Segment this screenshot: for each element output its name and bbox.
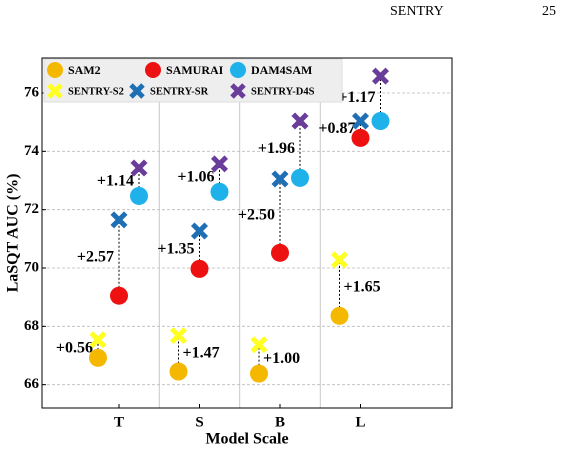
data-marker: [110, 211, 128, 229]
data-marker: [169, 362, 188, 381]
x-tick-label: S: [195, 414, 203, 430]
y-tick-label: 68: [24, 318, 39, 334]
data-marker: [371, 112, 390, 130]
data-marker: [351, 128, 370, 147]
gain-label: +1.14: [97, 173, 134, 190]
x-tick-label: B: [275, 414, 285, 430]
y-tick-label: 72: [24, 201, 39, 217]
data-marker: [351, 112, 370, 130]
legend-box: [43, 58, 343, 103]
data-marker: [330, 306, 349, 325]
data-marker: [89, 348, 107, 367]
y-tick-label: 70: [24, 259, 39, 275]
data-marker: [110, 286, 128, 305]
data-marker: [89, 331, 107, 349]
data-marker: [291, 168, 309, 187]
gain-label: +1.96: [258, 140, 295, 157]
data-marker: [130, 159, 148, 177]
gain-label: +1.00: [263, 350, 300, 367]
legend-label: SAMURAI: [166, 63, 224, 77]
gain-label: +2.50: [238, 207, 275, 224]
y-axis-label: LaSQT AUC (%): [5, 174, 22, 293]
data-marker: [330, 251, 349, 269]
legend-label: SENTRY-D4S: [251, 86, 315, 97]
gain-label: +2.57: [77, 248, 114, 265]
gain-label: +1.35: [157, 241, 194, 258]
gain-label: +1.17: [338, 89, 375, 106]
gain-label: +1.06: [177, 169, 214, 186]
legend-marker: [129, 83, 145, 99]
data-marker: [190, 259, 209, 278]
data-marker: [250, 336, 268, 354]
data-marker: [271, 170, 289, 188]
y-tick-label: 66: [24, 376, 40, 392]
legend-label: SENTRY-SR: [150, 86, 209, 97]
data-marker: [210, 182, 229, 201]
x-tick-label: L: [355, 414, 365, 430]
legend-marker: [230, 62, 246, 78]
legend-label: SAM2: [68, 63, 101, 77]
legend-marker: [145, 62, 161, 78]
y-tick-label: 76: [24, 84, 40, 100]
legend-marker: [47, 62, 63, 78]
gain-label: +0.87: [318, 120, 355, 137]
data-marker: [130, 186, 148, 205]
x-axis-label: Model Scale: [205, 431, 288, 448]
data-marker: [250, 364, 268, 383]
gain-label: +0.56: [56, 339, 93, 356]
data-marker: [190, 222, 209, 240]
data-marker: [371, 67, 390, 85]
y-tick-label: 74: [24, 143, 40, 159]
legend-label: SENTRY-S2: [68, 86, 124, 97]
data-marker: [169, 327, 188, 345]
plot-frame: [41, 57, 453, 409]
gain-label: +1.65: [344, 279, 381, 296]
page-number: 25: [542, 4, 556, 19]
running-title: SENTRY: [390, 4, 444, 19]
legend-marker: [230, 83, 246, 99]
legend-marker: [47, 83, 63, 99]
data-marker: [291, 112, 309, 130]
gain-label: +1.47: [183, 344, 220, 361]
data-marker: [210, 155, 229, 173]
legend-label: DAM4SAM: [251, 63, 312, 77]
data-marker: [271, 243, 289, 262]
x-tick-label: T: [114, 414, 124, 430]
